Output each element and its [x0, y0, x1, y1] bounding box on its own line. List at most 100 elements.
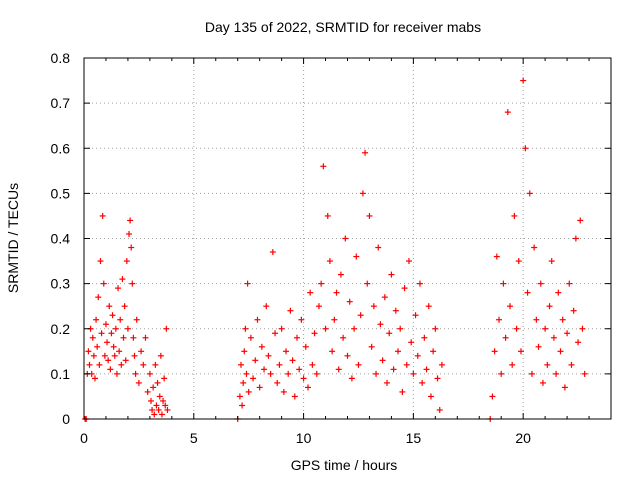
data-point — [555, 289, 562, 296]
data-point — [539, 379, 546, 386]
data-point — [238, 361, 245, 368]
data-point — [100, 280, 107, 287]
data-point — [416, 280, 423, 287]
data-point — [557, 348, 564, 355]
data-point — [150, 384, 157, 391]
data-point — [241, 348, 248, 355]
data-point — [153, 402, 160, 409]
data-point — [561, 384, 568, 391]
data-point — [559, 316, 566, 323]
data-point — [285, 370, 292, 377]
data-point — [90, 352, 97, 359]
data-point — [335, 366, 342, 373]
data-point — [276, 361, 283, 368]
axis-ticks — [83, 57, 612, 420]
x-tick-label: 0 — [80, 430, 88, 446]
x-axis-title: GPS time / hours — [291, 457, 398, 473]
data-point — [156, 393, 163, 400]
data-point — [250, 375, 257, 382]
data-point — [531, 244, 538, 251]
y-tick-labels: 0 0.1 0.2 0.3 0.4 0.5 0.6 0.7 0.8 — [51, 50, 71, 427]
data-point — [340, 334, 347, 341]
data-point — [364, 280, 371, 287]
data-point — [577, 217, 584, 224]
data-point — [161, 375, 168, 382]
data-point — [102, 321, 109, 328]
data-point — [414, 352, 421, 359]
data-point — [362, 149, 369, 156]
data-point — [120, 334, 127, 341]
data-point — [95, 294, 102, 301]
data-point — [436, 406, 443, 413]
data-point — [504, 109, 511, 116]
data-point — [570, 307, 577, 314]
data-point — [138, 348, 145, 355]
data-point — [397, 325, 404, 332]
data-point — [572, 235, 579, 242]
data-point — [386, 330, 393, 337]
data-point — [118, 361, 125, 368]
data-point — [243, 370, 250, 377]
data-point — [535, 343, 542, 350]
data-point — [537, 280, 544, 287]
data-point — [405, 258, 412, 265]
data-point — [162, 402, 169, 409]
data-point — [112, 325, 119, 332]
data-point — [96, 361, 103, 368]
data-point — [239, 402, 246, 409]
data-point — [438, 361, 445, 368]
data-point — [496, 316, 503, 323]
data-point — [116, 348, 123, 355]
data-point — [432, 325, 439, 332]
data-point — [94, 343, 101, 350]
data-point — [121, 303, 128, 310]
data-point — [326, 258, 333, 265]
x-tick-label: 15 — [406, 430, 422, 446]
y-tick-label: 0.7 — [51, 95, 71, 111]
data-point — [346, 298, 353, 305]
data-point — [493, 253, 500, 260]
data-point — [93, 316, 100, 323]
data-point — [144, 388, 151, 395]
data-point — [122, 357, 129, 364]
data-point — [151, 411, 158, 418]
data-point — [329, 348, 336, 355]
data-point — [318, 280, 325, 287]
y-tick-label: 0.2 — [51, 321, 71, 337]
data-point — [548, 258, 555, 265]
data-point — [304, 384, 311, 391]
data-point — [244, 280, 251, 287]
data-point — [528, 370, 535, 377]
data-point — [377, 321, 384, 328]
data-point — [568, 361, 575, 368]
data-point — [278, 325, 285, 332]
data-point — [399, 388, 406, 395]
data-point — [291, 393, 298, 400]
data-point — [506, 303, 513, 310]
data-point — [127, 217, 134, 224]
data-point — [421, 334, 428, 341]
data-point — [300, 375, 307, 382]
data-point — [256, 384, 263, 391]
data-point — [149, 406, 156, 413]
data-point — [97, 258, 104, 265]
data-point — [502, 334, 509, 341]
y-tick-label: 0 — [62, 411, 70, 427]
y-tick-label: 0.6 — [51, 140, 71, 156]
x-tick-label: 20 — [515, 430, 531, 446]
data-point — [109, 312, 116, 319]
data-point — [331, 316, 338, 323]
data-point — [390, 366, 397, 373]
data-point — [267, 370, 274, 377]
data-point — [105, 357, 112, 364]
data-point — [366, 212, 373, 219]
data-point — [91, 375, 98, 382]
data-point — [520, 77, 527, 84]
data-point — [269, 249, 276, 256]
data-point — [117, 316, 124, 323]
data-point — [564, 330, 571, 337]
data-point — [546, 303, 553, 310]
data-point — [511, 212, 518, 219]
